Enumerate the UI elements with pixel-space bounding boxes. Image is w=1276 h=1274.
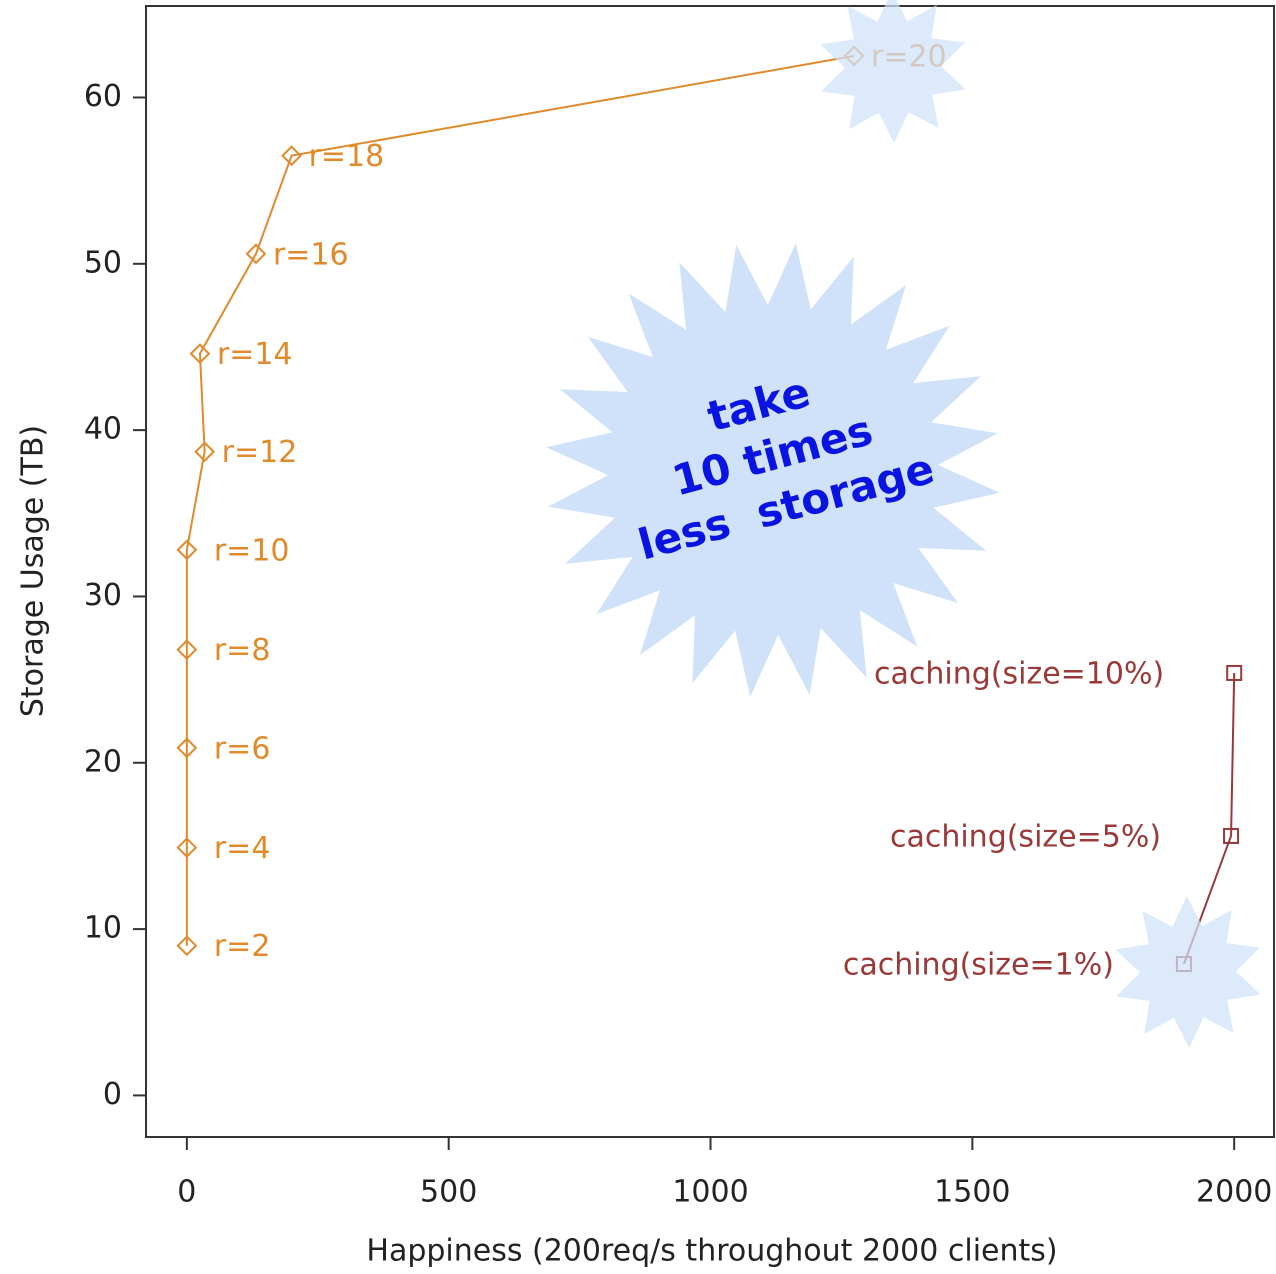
- point-label: caching(size=5%): [890, 819, 1161, 854]
- starbursts-over: [820, 0, 1261, 1048]
- point-label: r=18: [309, 139, 385, 174]
- point-label: r=4: [214, 831, 271, 866]
- point-label: r=16: [273, 237, 349, 272]
- point-label: r=12: [222, 435, 298, 470]
- point: [1226, 664, 1243, 681]
- point-label: r=8: [214, 633, 271, 668]
- x-tick-label: 500: [420, 1175, 477, 1210]
- x-tick-label: 2000: [1196, 1175, 1272, 1210]
- point: [245, 243, 267, 265]
- x-axis-label: Happiness (200req/s throughout 2000 clie…: [366, 1234, 1057, 1269]
- x-tick-label: 0: [177, 1175, 196, 1210]
- y-tick-label: 60: [84, 79, 122, 114]
- y-tick-label: 40: [84, 412, 122, 447]
- x-tick-label: 1500: [934, 1175, 1010, 1210]
- point: [189, 343, 211, 365]
- point: [176, 737, 198, 759]
- point-label: r=14: [217, 337, 293, 372]
- series-line: [185, 54, 855, 946]
- y-tick-label: 0: [103, 1077, 122, 1112]
- starburst: [546, 243, 1000, 697]
- point-label: caching(size=10%): [874, 656, 1164, 691]
- point: [281, 145, 302, 167]
- y-tick-label: 20: [84, 744, 122, 779]
- starbursts: [546, 243, 1000, 697]
- point: [176, 935, 198, 957]
- point: [176, 639, 198, 661]
- point-label: r=2: [214, 929, 271, 964]
- point: [194, 441, 216, 463]
- y-tick-label: 50: [84, 245, 122, 280]
- y-tick-label: 10: [84, 911, 122, 946]
- point-label: r=10: [214, 533, 290, 568]
- point: [176, 837, 198, 859]
- point-label: caching(size=1%): [843, 948, 1114, 983]
- point-label: r=6: [214, 731, 271, 766]
- y-axis-label: Storage Usage (TB): [16, 425, 51, 717]
- y-tick-label: 30: [84, 578, 122, 613]
- starburst: [1115, 896, 1261, 1048]
- x-tick-label: 1000: [672, 1175, 748, 1210]
- starburst: [820, 0, 966, 143]
- point: [176, 539, 198, 561]
- point: [1223, 827, 1240, 844]
